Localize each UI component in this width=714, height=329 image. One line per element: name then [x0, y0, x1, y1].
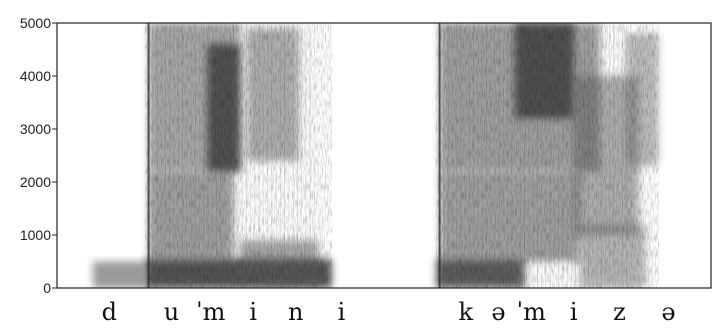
energy-region-voice-bar-d	[92, 261, 146, 288]
segment-labels: d u ˈm i n i k ə ˈm i z ə	[102, 298, 676, 326]
grain-texture-1	[145, 23, 332, 288]
segment-label: u	[164, 298, 179, 326]
grain-texture-2	[436, 23, 659, 288]
y-tick-label: 3000	[20, 121, 51, 137]
segment-label: i	[249, 298, 257, 326]
y-tick-label: 5000	[20, 15, 51, 31]
segment-label: k	[458, 298, 473, 326]
y-tick-label: 0	[43, 280, 51, 296]
segment-label: i	[338, 298, 346, 326]
y-axis: 5000 4000 3000 2000 1000 0	[20, 15, 57, 296]
y-tick-label: 1000	[20, 227, 51, 243]
segment-label: z	[613, 298, 626, 326]
y-tick-label: 4000	[20, 68, 51, 84]
glottal-striations	[147, 23, 632, 288]
segment-label: ə	[661, 298, 675, 326]
segment-label: i	[570, 298, 578, 326]
segment-label: d	[102, 298, 117, 326]
energy-regions	[92, 23, 659, 288]
plot-frame	[56, 22, 712, 289]
segment-label: n	[288, 298, 303, 326]
y-tick-label: 2000	[20, 174, 51, 190]
segment-label: ˈm	[196, 298, 226, 326]
segment-label: ə	[491, 298, 505, 326]
segment-label: ˈm	[516, 298, 546, 326]
